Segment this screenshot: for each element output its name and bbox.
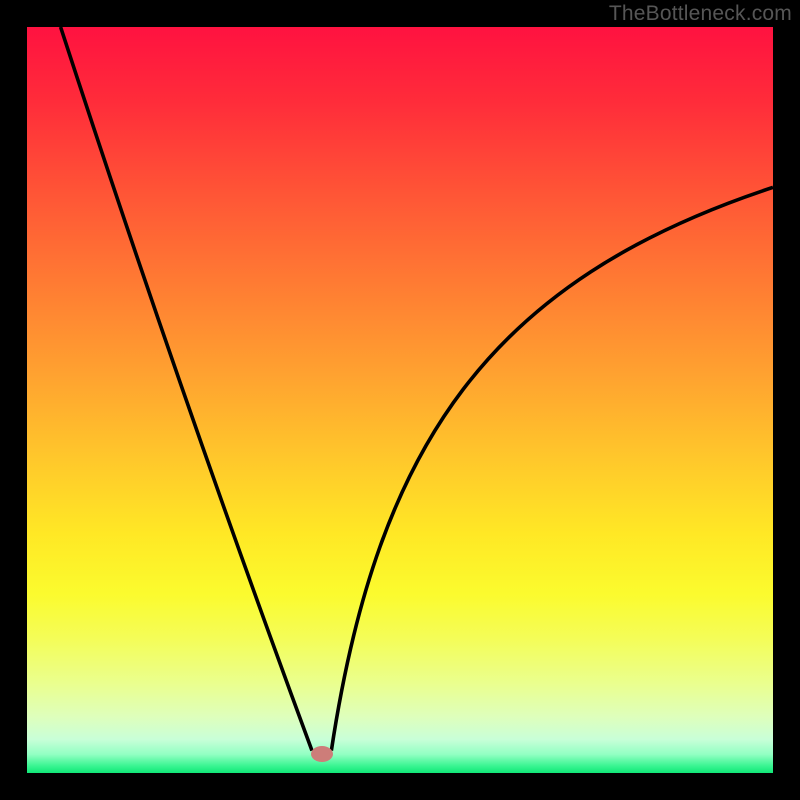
optimum-marker [311, 746, 333, 762]
watermark-text: TheBottleneck.com [609, 2, 792, 26]
bottleneck-curve [27, 27, 773, 773]
gradient-background [27, 27, 773, 773]
plot-frame [27, 27, 773, 773]
plot-area [27, 27, 773, 773]
